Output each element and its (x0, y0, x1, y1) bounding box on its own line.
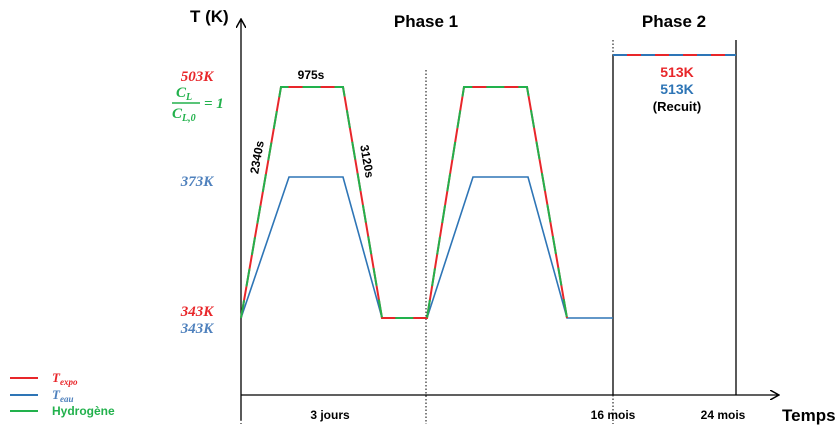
hydrogen-curve (240, 86, 568, 319)
legend-label-expo: Texpo (52, 370, 78, 387)
tick-24-mois: 24 mois (701, 408, 746, 422)
phase2-label-note: (Recuit) (653, 99, 701, 114)
legend-label-hydrogen: Hydrogène (52, 404, 115, 418)
phase2-label-red: 513K (660, 64, 693, 80)
label-373k: 373K (180, 174, 215, 190)
t-eau-curve (240, 176, 613, 319)
ramp-down-duration-label: 3120s (357, 144, 377, 180)
plateau-duration-label: 975s (298, 68, 325, 82)
concentration-ratio: CL CL,0 = 1 (172, 85, 224, 124)
label-343k-red: 343K (180, 304, 215, 320)
legend: Texpo Teau Hydrogène (10, 370, 115, 418)
tick-16-mois: 16 mois (591, 408, 636, 422)
ratio-equals: = 1 (204, 96, 224, 112)
t-expo-curve (240, 86, 568, 319)
x-axis-label: Temps (782, 406, 835, 425)
label-343k-blue: 343K (180, 321, 215, 337)
ratio-denominator: CL,0 (172, 106, 196, 124)
y-axis-label: T (K) (190, 7, 229, 26)
phase2-label-blue: 513K (660, 81, 693, 97)
ramp-up-duration-label: 2340s (247, 139, 267, 175)
tick-3-jours: 3 jours (310, 408, 350, 422)
phase1-title: Phase 1 (394, 12, 458, 31)
legend-label-eau: Teau (52, 387, 73, 404)
ratio-numerator: CL (176, 85, 192, 103)
label-503k: 503K (181, 69, 215, 85)
phase2-title: Phase 2 (642, 12, 706, 31)
